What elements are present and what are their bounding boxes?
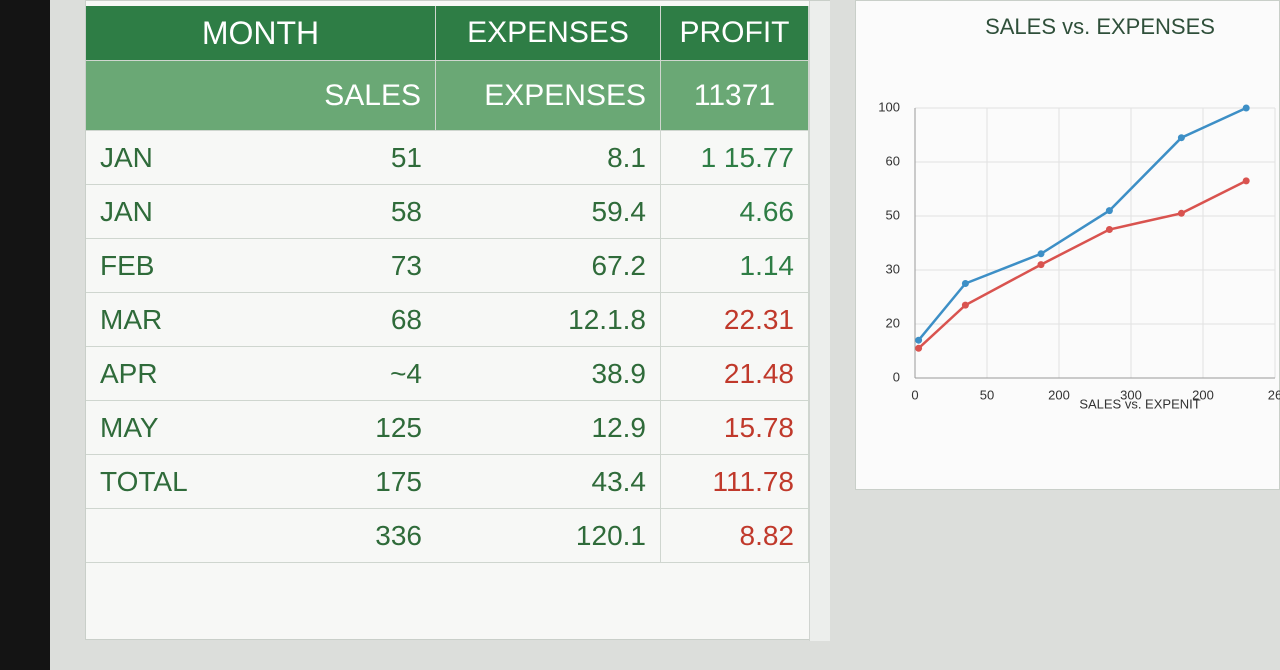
y-tick-label: 20 bbox=[886, 315, 900, 330]
scrollbar[interactable] bbox=[809, 1, 830, 641]
x-tick-label: 26 bbox=[1268, 387, 1280, 402]
header-cell: MONTH bbox=[86, 6, 436, 61]
profit-cell: 4.66 bbox=[661, 185, 809, 239]
data-point bbox=[1177, 209, 1185, 217]
monitor-bezel bbox=[0, 0, 50, 670]
month-cell: JAN bbox=[100, 196, 153, 227]
data-point bbox=[1242, 177, 1250, 185]
x-tick-label: 300 bbox=[1120, 387, 1142, 402]
expenses-cell: 38.9 bbox=[436, 347, 661, 401]
data-point bbox=[1105, 226, 1113, 233]
month-cell: JAN bbox=[100, 142, 153, 173]
y-tick-label: 100 bbox=[878, 99, 900, 114]
x-axis-label: SALES vs. EXPENIT bbox=[1079, 396, 1200, 411]
sales-cell: 68 bbox=[86, 293, 436, 347]
sales-cell: 73 bbox=[86, 239, 436, 293]
data-point bbox=[961, 301, 969, 309]
month-cell: FEB bbox=[100, 250, 155, 281]
series-line bbox=[917, 106, 1247, 341]
series-line bbox=[917, 179, 1247, 350]
sales-cell: ~4 bbox=[86, 347, 436, 401]
header-cell: SALES bbox=[86, 61, 436, 131]
profit-cell: 111.78 bbox=[661, 455, 809, 509]
header-cell: EXPENSES bbox=[436, 6, 661, 61]
data-point bbox=[1105, 207, 1113, 215]
data-point bbox=[961, 280, 969, 287]
sales-cell: 175 bbox=[86, 455, 436, 509]
expenses-cell: 120.1 bbox=[436, 509, 661, 563]
y-tick-label: 30 bbox=[886, 261, 900, 276]
header-cell: EXPENSES bbox=[436, 61, 661, 131]
expenses-cell: 12.1.8 bbox=[436, 293, 661, 347]
data-point bbox=[1242, 104, 1250, 112]
x-tick-label: 50 bbox=[980, 387, 994, 402]
expenses-cell: 12.9 bbox=[436, 401, 661, 455]
month-cell: MAY bbox=[100, 412, 159, 443]
y-tick-label: 60 bbox=[886, 153, 900, 168]
data-point bbox=[915, 344, 923, 352]
profit-cell: 21.48 bbox=[661, 347, 809, 401]
expenses-cell: 8.1 bbox=[436, 131, 661, 185]
spreadsheet: MONTH EXPENSES PROFIT SALES EXPENSES 113… bbox=[85, 0, 830, 641]
month-cell: MAR bbox=[100, 304, 163, 335]
header-cell: PROFIT bbox=[661, 6, 809, 61]
data-point bbox=[915, 336, 923, 344]
month-cell: APR bbox=[100, 358, 158, 389]
chart-title: SALES vs. EXPENSES bbox=[985, 14, 1215, 39]
data-point bbox=[1037, 261, 1045, 269]
profit-cell: 15.78 bbox=[661, 401, 809, 455]
sales-cell: 125 bbox=[86, 401, 436, 455]
expenses-cell: 43.4 bbox=[436, 455, 661, 509]
data-point bbox=[1177, 134, 1185, 142]
profit-cell: 1.14 bbox=[661, 239, 809, 293]
x-tick-label: 200 bbox=[1048, 387, 1070, 402]
expenses-cell: 67.2 bbox=[436, 239, 661, 293]
y-tick-label: 50 bbox=[886, 207, 900, 222]
chart-panel bbox=[855, 0, 1280, 490]
profit-cell: 1 15.77 bbox=[661, 131, 809, 185]
header-cell: 11371 bbox=[661, 61, 809, 131]
x-tick-label: 200 bbox=[1192, 387, 1214, 402]
expenses-cell: 59.4 bbox=[436, 185, 661, 239]
y-tick-label: 0 bbox=[893, 369, 900, 384]
month-cell: TOTAL bbox=[100, 466, 188, 497]
data-point bbox=[1037, 250, 1045, 258]
sales-cell: 58 bbox=[86, 185, 436, 239]
x-tick-label: 0 bbox=[911, 387, 918, 402]
sales-cell: 336 bbox=[86, 509, 436, 563]
profit-cell: 8.82 bbox=[661, 509, 809, 563]
sales-cell: 51 bbox=[86, 131, 436, 185]
profit-cell: 22.31 bbox=[661, 293, 809, 347]
